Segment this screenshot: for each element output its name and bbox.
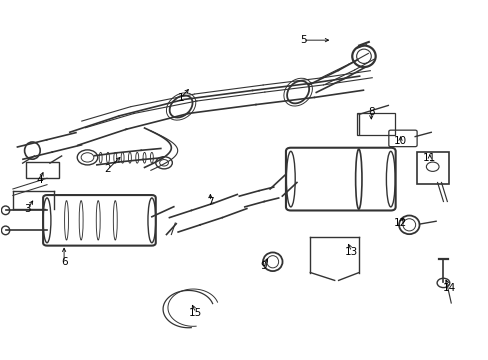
Text: 1: 1 — [178, 93, 184, 103]
Text: 10: 10 — [393, 136, 407, 145]
Text: 4: 4 — [36, 175, 43, 185]
Text: 13: 13 — [345, 247, 358, 257]
Text: 2: 2 — [104, 164, 111, 174]
Text: 15: 15 — [189, 308, 202, 318]
Text: 11: 11 — [422, 153, 435, 163]
Text: 6: 6 — [61, 257, 67, 267]
Text: 12: 12 — [393, 218, 407, 228]
Text: 5: 5 — [299, 35, 305, 45]
Text: 8: 8 — [367, 107, 374, 117]
Text: 9: 9 — [260, 261, 267, 271]
Text: 7: 7 — [206, 197, 213, 207]
Text: 3: 3 — [24, 204, 31, 214]
Text: 14: 14 — [442, 283, 455, 293]
